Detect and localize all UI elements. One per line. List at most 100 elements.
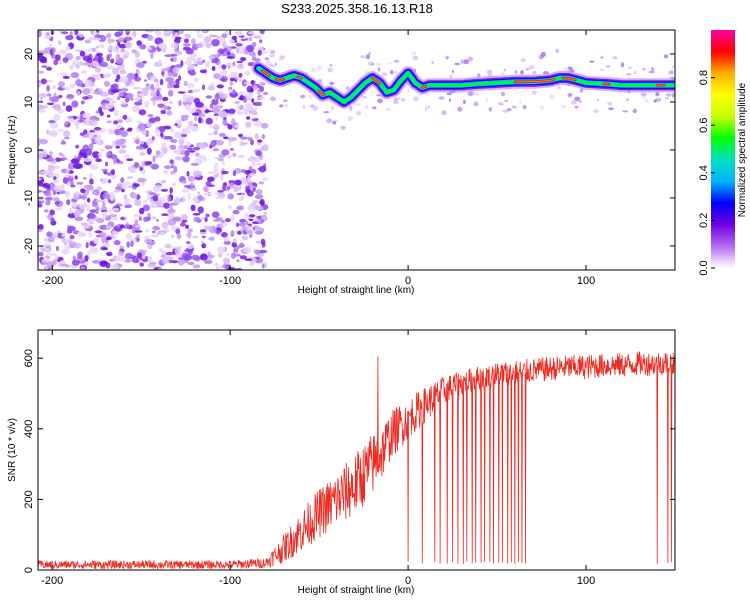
x-tick-label: 0 <box>405 275 411 287</box>
noise-speckle <box>190 187 197 191</box>
noise-speckle <box>50 217 55 224</box>
noise-speckle <box>171 182 177 186</box>
halo-speckle <box>579 100 582 103</box>
noise-speckle <box>233 238 237 244</box>
noise-speckle <box>39 245 48 252</box>
noise-speckle <box>248 256 257 263</box>
noise-speckle <box>150 233 159 238</box>
noise-speckle <box>123 226 131 229</box>
noise-speckle <box>176 233 182 240</box>
noise-speckle <box>261 134 266 140</box>
noise-speckle <box>189 70 197 76</box>
noise-speckle <box>81 69 88 74</box>
noise-speckle <box>82 62 91 66</box>
noise-speckle <box>236 60 244 64</box>
noise-speckle <box>76 181 84 185</box>
noise-speckle <box>200 253 208 261</box>
halo-speckle <box>454 62 461 66</box>
noise-speckle <box>57 40 62 45</box>
spectrogram-y-axis-label: Frequency (Hz) <box>7 116 18 185</box>
noise-speckle <box>151 204 159 208</box>
noise-speckle <box>120 177 125 184</box>
noise-speckle <box>223 136 229 140</box>
halo-speckle <box>256 90 262 96</box>
noise-speckle <box>43 35 52 39</box>
noise-speckle <box>157 103 165 108</box>
noise-speckle <box>226 154 233 159</box>
halo-speckle <box>269 96 276 102</box>
noise-speckle <box>109 258 114 262</box>
noise-speckle <box>120 216 124 221</box>
noise-speckle <box>229 91 238 98</box>
noise-speckle <box>85 148 93 156</box>
noise-speckle <box>95 66 102 73</box>
noise-speckle <box>177 91 186 94</box>
noise-speckle <box>209 236 215 241</box>
halo-speckle <box>279 55 286 60</box>
noise-speckle <box>193 77 199 83</box>
noise-speckle <box>259 86 264 93</box>
halo-speckle <box>622 110 629 113</box>
noise-speckle <box>123 154 130 158</box>
noise-speckle <box>139 44 147 50</box>
noise-speckle <box>146 123 153 128</box>
halo-speckle <box>599 68 604 71</box>
noise-speckle <box>214 115 218 121</box>
noise-speckle <box>123 194 128 200</box>
noise-speckle <box>238 104 244 111</box>
noise-speckle <box>79 50 86 57</box>
noise-speckle <box>238 63 244 69</box>
noise-speckle <box>174 123 178 126</box>
noise-speckle <box>165 256 175 260</box>
noise-speckle <box>157 59 162 65</box>
noise-speckle <box>222 41 227 49</box>
noise-speckle <box>215 196 225 200</box>
noise-speckle <box>152 155 156 163</box>
noise-speckle <box>104 145 113 150</box>
noise-speckle <box>85 242 89 249</box>
noise-speckle <box>76 90 81 97</box>
noise-speckle <box>121 87 127 93</box>
noise-speckle <box>211 39 220 47</box>
noise-speckle <box>66 168 70 175</box>
noise-speckle <box>98 232 107 238</box>
noise-speckle <box>222 257 230 265</box>
noise-speckle <box>240 57 247 62</box>
noise-speckle <box>179 30 184 35</box>
noise-speckle <box>246 44 255 53</box>
noise-speckle <box>154 78 159 83</box>
noise-speckle <box>58 81 65 88</box>
noise-speckle <box>181 127 191 135</box>
noise-speckle <box>57 129 64 133</box>
noise-speckle <box>61 31 69 35</box>
noise-speckle <box>182 92 187 100</box>
noise-speckle <box>70 180 74 186</box>
halo-speckle <box>457 106 463 112</box>
colorbar-tick-label: 0.0 <box>698 260 710 275</box>
noise-speckle <box>42 261 48 265</box>
noise-speckle <box>131 255 140 264</box>
noise-speckle <box>49 209 55 216</box>
noise-speckle <box>49 48 54 56</box>
noise-speckle <box>238 133 243 138</box>
noise-speckle <box>67 115 74 119</box>
noise-speckle <box>127 166 136 173</box>
halo-speckle <box>449 75 452 79</box>
noise-speckle <box>186 171 190 177</box>
halo-speckle <box>463 59 469 65</box>
noise-speckle <box>239 136 248 140</box>
noise-speckle <box>71 259 80 266</box>
noise-speckle <box>130 240 134 248</box>
noise-speckle <box>94 74 102 81</box>
noise-speckle <box>220 219 226 223</box>
noise-speckle <box>47 164 55 172</box>
noise-speckle <box>74 79 84 86</box>
noise-speckle <box>241 235 249 241</box>
noise-speckle <box>229 148 235 151</box>
noise-speckle <box>253 35 262 39</box>
noise-speckle <box>244 70 251 76</box>
x-tick-label: -200 <box>41 575 63 587</box>
noise-speckle <box>45 256 51 259</box>
noise-speckle <box>121 188 125 193</box>
noise-speckle <box>208 54 215 60</box>
